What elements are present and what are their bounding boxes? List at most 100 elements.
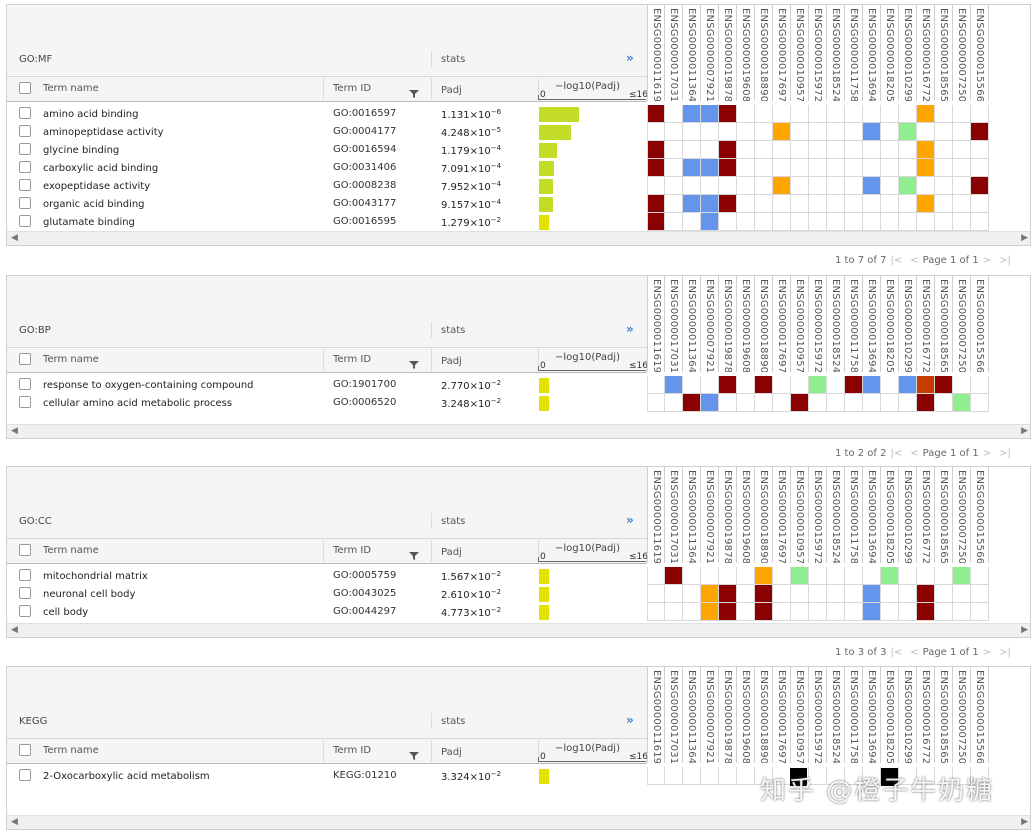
term-id[interactable]: GO:0043025 [333,588,397,599]
gene-column-header: ENSG00000182054 [881,5,899,101]
term-name: mitochondrial matrix [43,571,148,582]
scroll-right-icon[interactable]: ▶ [1021,625,1028,635]
next-page-icon[interactable]: > [982,647,992,658]
section-header [7,467,647,563]
row-checkbox[interactable] [19,605,31,617]
scroll-right-icon[interactable]: ▶ [1021,233,1028,243]
term-id-header[interactable]: Term ID [333,354,372,365]
filter-icon[interactable] [409,746,419,760]
row-checkbox[interactable] [19,378,31,390]
gene-cell [773,567,791,585]
scroll-right-icon[interactable]: ▶ [1021,426,1028,436]
gene-cell [863,394,881,412]
select-all-checkbox[interactable] [19,544,31,556]
padj-header[interactable]: Padj [441,356,462,367]
term-id[interactable]: GO:0016595 [333,216,397,227]
term-id[interactable]: GO:0016594 [333,144,397,155]
term-id[interactable]: GO:0044297 [333,606,397,617]
expand-icon[interactable]: » [626,51,634,65]
row-checkbox[interactable] [19,161,31,173]
row-checkbox[interactable] [19,215,31,227]
gene-cell [719,394,737,412]
row-checkbox[interactable] [19,125,31,137]
divider [323,740,324,762]
term-id-header[interactable]: Term ID [333,545,372,556]
gene-cell [719,376,737,394]
gene-column-header: ENSG00000116198 [647,467,665,563]
padj-header[interactable]: Padj [441,547,462,558]
divider [7,763,647,764]
first-page-icon[interactable]: |< [890,448,903,459]
term-id[interactable]: GO:1901700 [333,379,397,390]
term-id-header[interactable]: Term ID [333,83,372,94]
filter-icon[interactable] [409,546,419,560]
row-checkbox[interactable] [19,107,31,119]
gene-id: ENSG00000198785 [722,470,733,563]
gene-column-header: ENSG00000185650 [935,467,953,563]
horizontal-scrollbar[interactable]: ◀ ▶ [7,424,1030,438]
first-page-icon[interactable]: |< [890,647,903,658]
last-page-icon[interactable]: >| [999,448,1011,459]
expand-icon[interactable]: » [626,513,634,527]
expand-icon[interactable]: » [626,322,634,336]
term-id[interactable]: GO:0016597 [333,108,397,119]
term-id[interactable]: GO:0006520 [333,397,397,408]
select-all-checkbox[interactable] [19,744,31,756]
next-page-icon[interactable]: > [982,255,992,266]
filter-icon[interactable] [409,84,419,98]
gene-column-header: ENSG00000176978 [773,276,791,372]
row-checkbox[interactable] [19,569,31,581]
stats-label: stats [441,716,466,727]
term-id[interactable]: GO:0004177 [333,126,397,137]
scroll-left-icon[interactable]: ◀ [11,233,18,243]
term-id[interactable]: GO:0008238 [333,180,397,191]
row-checkbox[interactable] [19,587,31,599]
expand-icon[interactable]: » [626,713,634,727]
scroll-left-icon[interactable]: ◀ [11,817,18,827]
row-checkbox[interactable] [19,396,31,408]
row-checkbox[interactable] [19,769,31,781]
term-id[interactable]: KEGG:01210 [333,770,397,781]
term-name-header[interactable]: Term name [43,545,99,556]
term-id[interactable]: GO:0005759 [333,570,397,581]
scroll-right-icon[interactable]: ▶ [1021,817,1028,827]
scroll-left-icon[interactable]: ◀ [11,426,18,436]
row-checkbox[interactable] [19,197,31,209]
term-name-header[interactable]: Term name [43,745,99,756]
gene-id: ENSG00000136943 [866,8,877,101]
gene-header: ENSG00000116198 ENSG00000170312 ENSG000001… [647,5,990,101]
last-page-icon[interactable]: >| [999,255,1011,266]
prev-page-icon[interactable]: < [910,647,919,658]
gene-column-header: ENSG00000198785 [719,667,737,763]
horizontal-scrollbar[interactable]: ◀ ▶ [7,815,1030,829]
filter-icon[interactable] [409,355,419,369]
scroll-left-icon[interactable]: ◀ [11,625,18,635]
term-name-header[interactable]: Term name [43,354,99,365]
term-id[interactable]: GO:0043177 [333,198,397,209]
term-id[interactable]: GO:0031406 [333,162,397,173]
prev-page-icon[interactable]: < [910,255,919,266]
last-page-icon[interactable]: >| [999,647,1011,658]
horizontal-scrollbar[interactable]: ◀ ▶ [7,623,1030,637]
next-page-icon[interactable]: > [982,448,992,459]
select-all-checkbox[interactable] [19,353,31,365]
padj-mantissa: 4.773 [441,608,470,619]
gene-cell [755,195,773,213]
gene-cell [935,141,953,159]
horizontal-scrollbar[interactable]: ◀ ▶ [7,231,1030,245]
first-page-icon[interactable]: |< [890,255,903,266]
padj-header[interactable]: Padj [441,85,462,96]
padj-header[interactable]: Padj [441,747,462,758]
select-all-checkbox[interactable] [19,82,31,94]
gene-cell [971,767,989,785]
term-id-header[interactable]: Term ID [333,745,372,756]
gene-cell [845,767,863,785]
prev-page-icon[interactable]: < [910,448,919,459]
term-name-header[interactable]: Term name [43,83,99,94]
watermark: 知乎 @橙子牛奶糖 [760,776,995,806]
gene-id: ENSG00000113643 [686,470,697,563]
row-checkbox[interactable] [19,179,31,191]
gene-id: ENSG00000072506 [956,470,967,563]
row-checkbox[interactable] [19,143,31,155]
gene-column-header: ENSG00000170312 [665,5,683,101]
